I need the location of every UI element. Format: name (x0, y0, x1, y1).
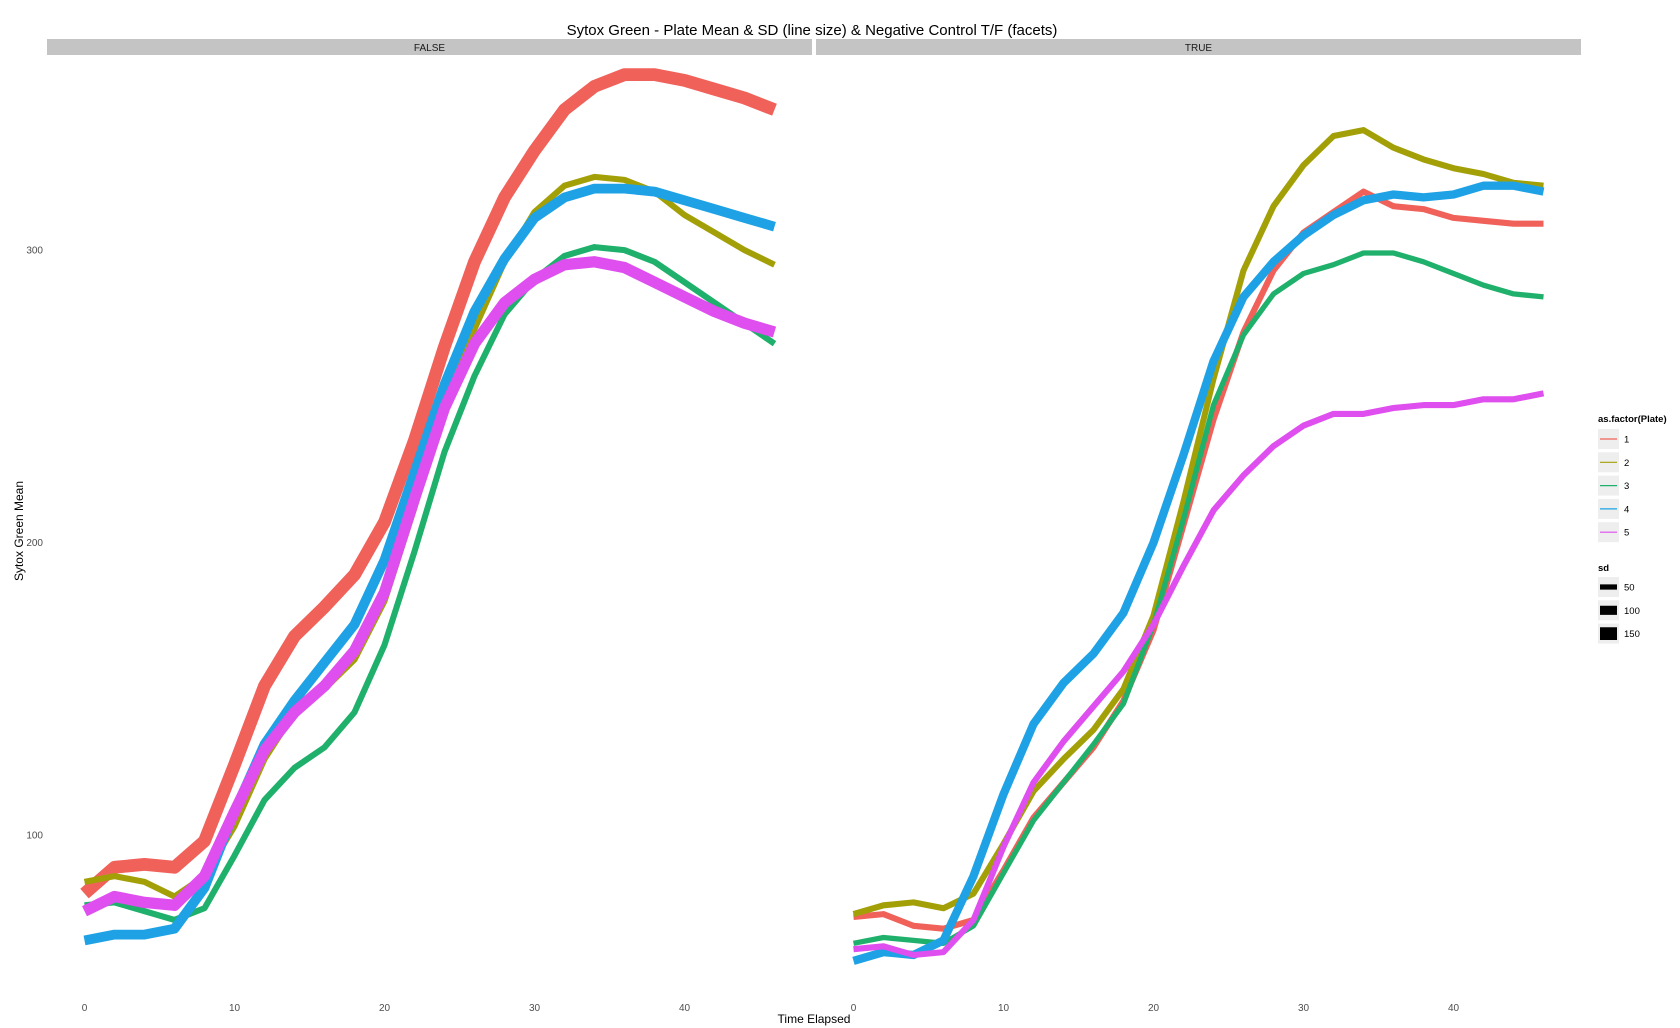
facet-strip-label-true: TRUE (1185, 43, 1213, 54)
legend-label-sd-50: 50 (1624, 583, 1635, 594)
x-axis-title: Time Elapsed (778, 1012, 851, 1026)
legend-label-sd-150: 150 (1624, 629, 1640, 640)
series-line-true-plate-1 (853, 188, 1544, 932)
y-tick-label: 200 (26, 538, 43, 549)
y-tick-label: 100 (26, 831, 43, 842)
legend-label-plate-3: 3 (1624, 481, 1629, 492)
facet-strip-true (816, 39, 1581, 55)
x-tick-label-false: 40 (679, 1003, 691, 1014)
legend-label-plate-5: 5 (1624, 528, 1629, 539)
legend: as.factor(Plate) 1 2 3 4 5 sd 50 100 150 (1598, 414, 1667, 644)
x-tick-label-true: 30 (1298, 1003, 1310, 1014)
chart-title: Sytox Green - Plate Mean & SD (line size… (567, 22, 1058, 39)
series-line-false-plate-4 (83, 183, 776, 946)
y-tick-label: 300 (26, 246, 43, 257)
x-tick-label-true: 0 (851, 1003, 857, 1014)
x-tick-label-false: 0 (82, 1003, 88, 1014)
x-tick-label-false: 20 (379, 1003, 391, 1014)
x-tick-label-false: 30 (529, 1003, 541, 1014)
facet-strip-label-false: FALSE (414, 43, 445, 54)
x-axis-ticks: 0 10 20 30 40 0 10 20 30 40 (82, 1003, 1460, 1014)
y-axis-ticks: 100 200 300 (26, 246, 43, 842)
legend-colour-entries: 1 2 3 4 5 (1598, 429, 1629, 543)
series-line-false-plate-3 (84, 244, 777, 923)
y-axis-title: Sytox Green Mean (12, 481, 26, 581)
legend-label-sd-100: 100 (1624, 606, 1640, 617)
series-line-true-plate-2 (852, 127, 1544, 918)
facet-strip-false (47, 39, 812, 55)
facet-lines-false (80, 68, 777, 946)
series-line-false-plate-5 (82, 256, 777, 917)
x-tick-label-true: 40 (1448, 1003, 1460, 1014)
x-tick-label-true: 10 (998, 1003, 1010, 1014)
facet-lines-true (852, 127, 1545, 965)
x-tick-label-false: 10 (229, 1003, 241, 1014)
legend-label-plate-4: 4 (1624, 504, 1629, 515)
facet-panel-true: TRUE (816, 39, 1581, 965)
legend-size-entries: 50 100 150 (1598, 577, 1640, 644)
legend-colour-title: as.factor(Plate) (1598, 414, 1667, 425)
series-line-true-plate-3 (852, 250, 1544, 946)
facet-panel-false: FALSE (47, 39, 812, 946)
series-line-false-plate-1 (80, 68, 777, 899)
series-line-true-plate-4 (852, 181, 1545, 965)
legend-label-plate-1: 1 (1624, 435, 1629, 446)
x-tick-label-true: 20 (1148, 1003, 1160, 1014)
legend-size-title: sd (1598, 563, 1609, 574)
legend-label-plate-2: 2 (1624, 458, 1629, 469)
series-line-true-plate-5 (853, 390, 1545, 959)
